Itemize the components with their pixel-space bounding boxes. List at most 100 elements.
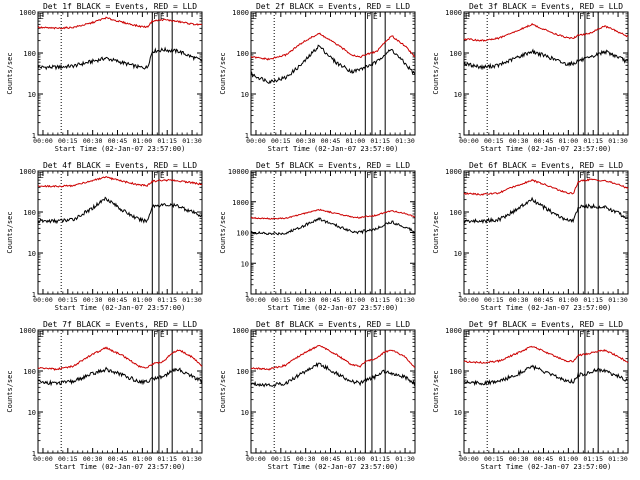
x-axis-label: Start Time (02-Jan-07 23:57:00) [481,304,612,312]
panel-8: Det 8f BLACK = Events, RED = LLD 1 10 100 10… [219,320,416,471]
y-tick-label: 1 [458,132,462,140]
x-tick-label: 00:15 [271,137,291,145]
x-axis-label: Start Time (02-Jan-07 23:57:00) [55,304,186,312]
marker-label-e-start: E [252,330,257,339]
x-tick-label: 00:30 [296,296,316,304]
x-axis-label: Start Time (02-Jan-07 23:57:00) [55,463,186,471]
y-tick-label: 1 [32,450,36,458]
x-tick-label: 00:45 [534,296,554,304]
series-line-events [463,196,629,224]
panel-title: Det 3f BLACK = Events, RED = LLD [469,2,623,11]
marker-label-e: E [586,12,591,21]
y-tick-label: 1 [32,291,36,299]
panel-title: Det 8f BLACK = Events, RED = LLD [256,320,410,329]
y-tick-label: 1 [245,132,249,140]
x-tick-label: 00:15 [484,137,504,145]
panel-9: Det 9f BLACK = Events, RED = LLD 1 10 100 10… [432,320,629,471]
marker-label-e-start: E [39,330,44,339]
y-tick-label: 10 [454,409,462,417]
series-line-lld [250,32,416,61]
marker-label-e-start: E [465,171,470,180]
x-tick-label: 01:00 [346,296,366,304]
x-tick-label: 01:00 [559,296,579,304]
y-tick-label: 10 [28,409,36,417]
y-axis-label: Counts/sec [219,370,227,412]
panel-7: Det 7f BLACK = Events, RED = LLD 1 10 100 10… [6,320,203,471]
y-tick-label: 1 [245,450,249,458]
x-tick-label: 01:15 [157,296,177,304]
x-tick-label: 00:15 [58,296,78,304]
x-tick-label: 00:45 [108,296,128,304]
marker-label-f: F [153,171,158,180]
x-tick-label: 01:00 [133,455,153,463]
y-tick-label: 1 [32,132,36,140]
y-tick-label: 10000 [228,168,249,176]
marker-label-e-start: E [39,171,44,180]
series-line-events [463,48,629,71]
marker-label-f: F [153,12,158,21]
x-tick-label: 01:00 [133,137,153,145]
plot-frame [463,329,629,454]
x-tick-label: 00:00 [246,137,266,145]
x-tick-label: 01:30 [608,296,628,304]
y-tick-label: 10 [28,91,36,99]
x-tick-label: 01:15 [370,455,390,463]
series-line-events [250,361,416,388]
y-axis-label: Counts/sec [6,370,14,412]
x-tick-label: 00:00 [246,296,266,304]
x-axis-label: Start Time (02-Jan-07 23:57:00) [481,145,612,153]
x-tick-label: 00:00 [459,455,479,463]
x-tick-label: 01:30 [608,137,628,145]
series-line-events [37,196,203,225]
panel-title: Det 2f BLACK = Events, RED = LLD [256,2,410,11]
marker-label-f: F [366,171,371,180]
x-tick-label: 00:30 [509,137,529,145]
x-tick-label: 00:45 [534,455,554,463]
y-tick-label: 10 [454,91,462,99]
x-tick-label: 00:45 [108,137,128,145]
x-tick-label: 01:30 [182,137,202,145]
x-tick-label: 01:30 [608,455,628,463]
x-tick-label: 00:00 [459,137,479,145]
y-tick-label: 100 [449,50,462,58]
y-tick-label: 100 [23,50,36,58]
y-tick-label: 1000 [445,327,462,335]
y-axis-label: Counts/sec [432,211,440,253]
panel-5: Det 5f BLACK = Events, RED = LLD 1 10 100 10… [219,161,416,312]
x-tick-label: 00:30 [83,455,103,463]
marker-label-f: F [579,171,584,180]
x-tick-label: 00:00 [246,455,266,463]
x-tick-label: 00:30 [83,137,103,145]
y-tick-label: 1000 [445,9,462,17]
x-tick-label: 01:15 [583,296,603,304]
series-line-lld [250,208,416,220]
x-tick-label: 01:30 [395,296,415,304]
x-tick-label: 00:00 [33,296,53,304]
series-line-lld [463,22,629,42]
x-tick-label: 00:45 [321,296,341,304]
y-tick-label: 1000 [232,199,249,207]
x-tick-label: 01:30 [182,455,202,463]
plot-frame [37,170,203,295]
x-tick-label: 01:30 [395,455,415,463]
series-line-lld [250,344,416,371]
plot-frame [37,329,203,454]
x-tick-label: 01:00 [133,296,153,304]
marker-label-e: E [373,12,378,21]
plot-frame [463,170,629,295]
marker-label-f: F [366,330,371,339]
x-tick-label: 01:30 [395,137,415,145]
x-tick-label: 01:15 [157,137,177,145]
y-tick-label: 1000 [232,9,249,17]
y-axis-label: Counts/sec [219,52,227,94]
panel-1: Det 1f BLACK = Events, RED = LLD 1 10 100 10… [6,2,203,153]
x-tick-label: 00:00 [459,296,479,304]
y-tick-label: 1000 [19,327,36,335]
plot-frame [250,170,416,295]
series-line-events [37,46,203,71]
y-tick-label: 100 [449,209,462,217]
y-axis-label: Counts/sec [6,52,14,94]
panel-title: Det 1f BLACK = Events, RED = LLD [43,2,197,11]
panel-title: Det 4f BLACK = Events, RED = LLD [43,161,197,170]
